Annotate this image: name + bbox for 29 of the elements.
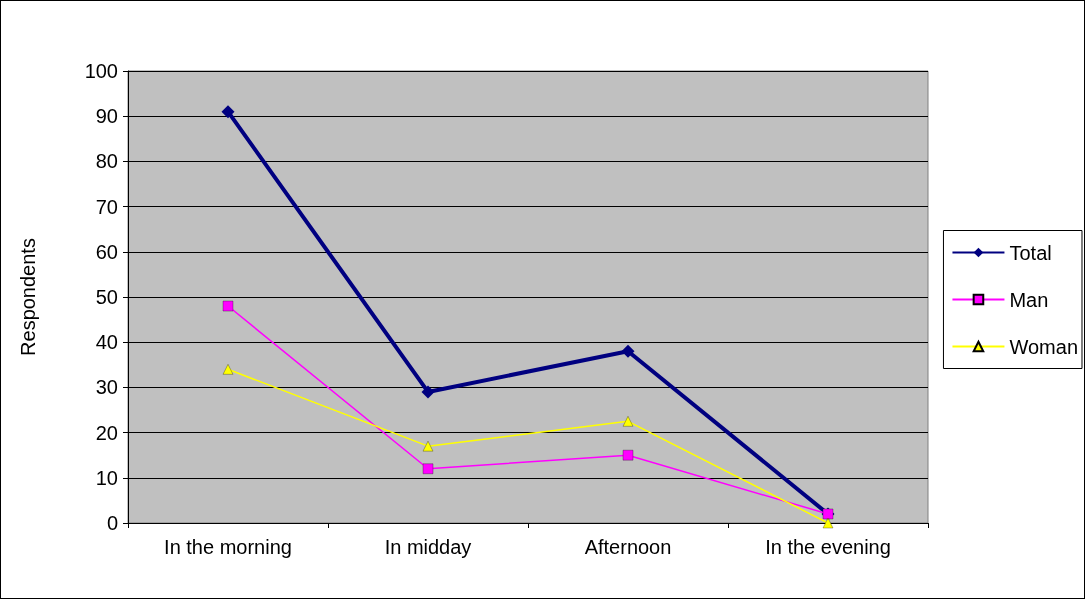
legend-label: Man <box>1009 288 1049 311</box>
x-tick-label: In the morning <box>164 536 292 558</box>
y-tick-label: 80 <box>95 150 118 173</box>
y-tick-label: 30 <box>95 376 118 399</box>
y-tick-label: 60 <box>95 240 118 263</box>
x-tick-label: In midday <box>384 536 472 558</box>
x-tick-label: In the evening <box>765 536 891 558</box>
point <box>221 105 235 119</box>
point <box>421 385 435 399</box>
y-tick-label: 10 <box>95 466 118 489</box>
y-tick-label: 20 <box>95 421 118 444</box>
y-tick-label: 40 <box>95 331 118 354</box>
y-tick-label: 90 <box>95 105 118 128</box>
legend-label: Woman <box>1009 335 1078 358</box>
y-axis-title: Respondents <box>17 238 39 356</box>
y-tick-label: 0 <box>106 512 118 534</box>
x-tick-label: Afternoon <box>584 536 672 558</box>
point <box>622 450 634 461</box>
point <box>222 300 234 312</box>
point <box>422 441 434 452</box>
legend-label: Total <box>1009 241 1052 264</box>
point <box>822 517 834 529</box>
y-tick-label: 100 <box>84 60 118 82</box>
point <box>621 344 635 358</box>
y-tick-label: 70 <box>95 195 118 218</box>
y-tick-label: 50 <box>95 286 118 308</box>
point <box>622 416 634 427</box>
point <box>222 364 234 375</box>
point <box>422 463 434 474</box>
